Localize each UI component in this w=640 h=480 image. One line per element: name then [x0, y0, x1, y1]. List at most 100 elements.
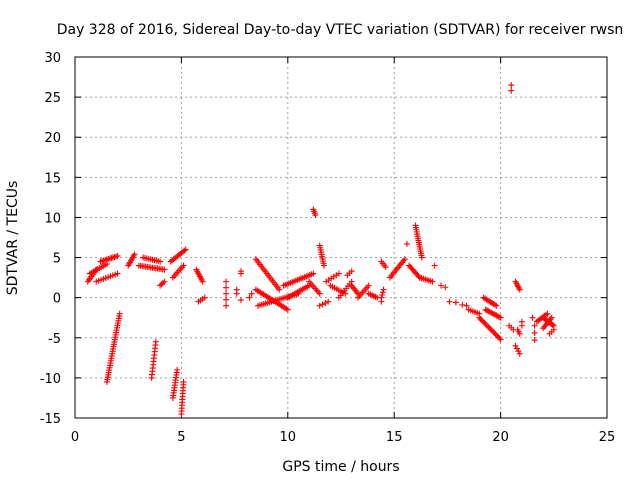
- data-point: [116, 310, 123, 317]
- data-point: [531, 337, 538, 344]
- data-point: [284, 306, 291, 313]
- data-point: [342, 290, 349, 297]
- data-point: [452, 299, 459, 306]
- data-point: [223, 302, 230, 309]
- data-point: [114, 252, 121, 259]
- data-point: [325, 298, 332, 305]
- data-point: [442, 284, 449, 291]
- data-point: [497, 314, 504, 321]
- data-point: [174, 366, 181, 373]
- data-point: [316, 290, 323, 297]
- data-point: [418, 254, 425, 261]
- axis-ticks: 0 5 10 15 20 25 -15 -10 -5 0 5 10 15 20 25 30: [40, 51, 616, 445]
- data-point: [161, 278, 168, 285]
- y-tick-label: 20: [44, 131, 61, 146]
- data-point: [223, 290, 230, 297]
- data-point: [237, 297, 244, 304]
- data-point: [248, 290, 255, 297]
- data-point: [463, 302, 470, 309]
- data-point: [401, 256, 408, 263]
- x-axis-label: GPS time / hours: [282, 459, 399, 475]
- y-tick-label: 0: [53, 292, 61, 307]
- data-point: [531, 322, 538, 329]
- data-point: [515, 348, 522, 355]
- data-point: [201, 294, 208, 301]
- data-point: [180, 262, 187, 269]
- data-point: [429, 278, 436, 285]
- data-point: [223, 278, 230, 285]
- data-point: [276, 286, 283, 293]
- y-axis-label: SDTVAR / TECUs: [5, 181, 21, 296]
- data-point: [531, 329, 538, 336]
- data-point: [319, 301, 326, 308]
- data-point: [497, 336, 504, 343]
- data-point: [152, 338, 159, 345]
- data-point: [415, 273, 422, 280]
- data-point: [512, 342, 519, 349]
- data-point: [159, 279, 166, 286]
- data-point: [157, 282, 164, 289]
- x-tick-label: 5: [177, 430, 185, 445]
- data-point: [180, 378, 187, 385]
- data-point: [548, 314, 555, 321]
- data-point: [181, 247, 188, 254]
- data-point: [348, 268, 355, 275]
- data-point: [182, 246, 189, 253]
- x-tick-label: 20: [492, 430, 509, 445]
- data-point: [157, 258, 164, 265]
- data-point: [496, 335, 503, 342]
- data-point: [431, 262, 438, 269]
- data-point: [513, 345, 520, 352]
- data-point: [365, 282, 372, 289]
- data-point: [223, 284, 230, 291]
- data-point: [516, 286, 523, 293]
- data-point: [516, 350, 523, 357]
- grid: [75, 57, 607, 418]
- y-tick-label: -10: [40, 372, 61, 387]
- data-point: [403, 240, 410, 247]
- data-point: [320, 262, 327, 269]
- data-point: [316, 302, 323, 309]
- data-point: [380, 286, 387, 293]
- data-point: [310, 270, 317, 277]
- y-tick-label: 25: [44, 91, 61, 106]
- data-point: [550, 326, 557, 333]
- data-point: [382, 264, 389, 271]
- data-point: [438, 282, 445, 289]
- x-tick-label: 15: [386, 430, 403, 445]
- data-point: [508, 82, 515, 89]
- data-point: [158, 281, 165, 288]
- data-point: [446, 298, 453, 305]
- data-points: [84, 82, 557, 417]
- data-point: [223, 296, 230, 303]
- data-point: [161, 266, 168, 273]
- chart-title: Day 328 of 2016, Sidereal Day-to-day VTE…: [57, 22, 624, 38]
- data-point: [322, 300, 329, 307]
- data-point: [549, 321, 556, 328]
- y-tick-label: -5: [48, 332, 61, 347]
- data-point: [508, 87, 515, 94]
- y-tick-label: 30: [44, 51, 61, 66]
- data-point: [491, 301, 498, 308]
- data-point: [335, 270, 342, 277]
- data-point: [529, 314, 536, 321]
- y-tick-label: 10: [44, 211, 61, 226]
- data-point: [496, 313, 503, 320]
- x-tick-label: 10: [280, 430, 297, 445]
- data-point: [312, 212, 319, 219]
- x-tick-label: 0: [71, 430, 79, 445]
- data-point: [459, 301, 466, 308]
- y-tick-label: 15: [44, 171, 61, 186]
- y-tick-label: 5: [53, 252, 61, 267]
- data-point: [233, 286, 240, 293]
- data-point: [131, 251, 138, 258]
- x-tick-label: 25: [599, 430, 616, 445]
- data-point: [516, 330, 523, 337]
- data-point: [246, 294, 253, 301]
- data-point: [237, 268, 244, 275]
- data-point: [518, 322, 525, 329]
- data-point: [199, 278, 206, 285]
- data-point: [114, 270, 121, 277]
- y-tick-label: -15: [40, 412, 61, 427]
